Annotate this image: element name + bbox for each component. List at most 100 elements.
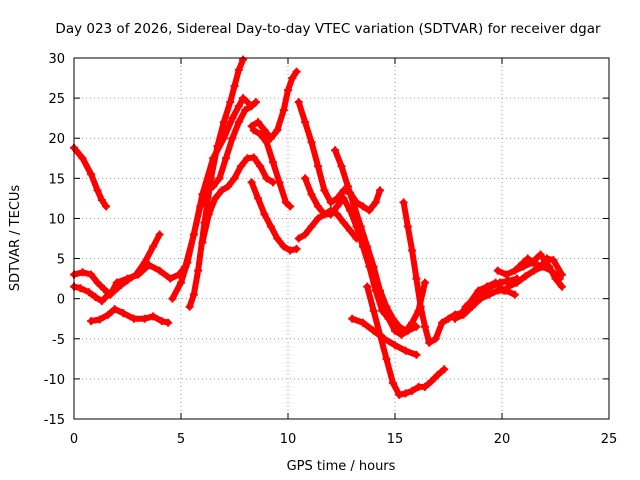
data-point — [234, 66, 243, 75]
data-point — [470, 294, 479, 303]
data-point — [84, 288, 93, 297]
data-point — [326, 210, 335, 219]
x-tick-label: 15 — [387, 432, 404, 447]
data-point — [358, 318, 367, 327]
chart-title: Day 023 of 2026, Sidereal Day-to-day VTE… — [55, 21, 601, 37]
data-point — [461, 302, 470, 311]
data-point — [369, 262, 378, 271]
data-point — [350, 202, 359, 211]
data-point — [194, 266, 203, 275]
data-point — [215, 174, 224, 183]
data-point — [168, 294, 177, 303]
data-point — [286, 246, 295, 255]
y-tick-label: 10 — [48, 212, 65, 227]
data-point — [76, 284, 85, 293]
y-tick-label: 5 — [57, 253, 65, 268]
data-point — [266, 222, 275, 231]
data-point — [391, 326, 399, 335]
data-point — [399, 198, 408, 207]
data-point — [356, 222, 365, 231]
y-axis-label: SDTVAR / TECUs — [8, 185, 23, 292]
data-point — [164, 318, 173, 327]
data-point — [211, 194, 220, 203]
data-point — [119, 309, 128, 318]
data-point — [97, 297, 106, 306]
data-point — [294, 98, 303, 107]
data-point — [230, 174, 239, 183]
data-point — [256, 130, 265, 139]
series-group — [70, 55, 566, 399]
data-point — [256, 162, 265, 171]
data-point — [228, 114, 237, 123]
data-series — [247, 178, 301, 255]
data-point — [239, 94, 248, 103]
y-tick-label: 20 — [48, 132, 65, 147]
data-point — [247, 102, 256, 111]
series-trace — [199, 154, 276, 246]
data-point — [425, 338, 434, 347]
data-series — [249, 126, 295, 211]
data-point — [536, 250, 545, 259]
data-point — [93, 186, 102, 195]
data-point — [420, 278, 429, 287]
data-point — [438, 318, 447, 327]
data-point — [395, 390, 404, 399]
data-point — [183, 258, 192, 267]
data-point — [339, 194, 348, 203]
data-point — [376, 186, 385, 195]
data-point — [521, 272, 530, 281]
data-point — [198, 238, 207, 247]
data-point — [346, 226, 355, 235]
data-series — [70, 143, 111, 211]
data-point — [97, 195, 106, 204]
data-point — [307, 190, 316, 199]
data-point — [369, 306, 378, 315]
data-point — [408, 246, 417, 255]
data-point — [307, 138, 316, 147]
x-tick-label: 25 — [601, 432, 618, 447]
data-point — [260, 210, 269, 219]
data-point — [391, 341, 399, 350]
x-tick-label: 5 — [177, 432, 185, 447]
data-series — [348, 314, 421, 359]
data-point — [213, 142, 222, 151]
data-point — [224, 182, 233, 191]
data-point — [217, 186, 226, 195]
data-point — [333, 202, 342, 211]
data-point — [117, 281, 126, 290]
data-point — [254, 194, 263, 203]
data-series — [504, 262, 564, 291]
data-point — [388, 314, 397, 323]
x-tick-label: 0 — [70, 432, 78, 447]
data-point — [530, 266, 539, 275]
data-point — [149, 242, 158, 251]
data-point — [555, 274, 564, 283]
data-point — [110, 286, 119, 295]
data-point — [78, 268, 87, 277]
data-point — [358, 202, 367, 211]
data-point — [123, 276, 132, 285]
data-point — [99, 285, 108, 294]
data-point — [420, 382, 429, 391]
data-point — [286, 202, 295, 211]
data-point — [450, 314, 459, 323]
series-trace — [71, 95, 251, 298]
data-series — [461, 274, 521, 311]
data-point — [204, 210, 213, 219]
data-point — [157, 317, 166, 326]
data-point — [284, 86, 292, 95]
data-point — [502, 270, 511, 279]
data-point — [416, 302, 425, 311]
data-point — [262, 138, 271, 147]
data-point — [376, 286, 385, 295]
data-point — [196, 202, 205, 211]
data-point — [236, 162, 245, 171]
data-point — [523, 254, 532, 263]
data-point — [339, 218, 348, 227]
data-point — [365, 206, 374, 215]
data-point — [420, 322, 429, 331]
data-point — [433, 370, 442, 379]
data-point — [226, 98, 235, 107]
data-point — [378, 306, 387, 315]
data-point — [538, 262, 547, 271]
